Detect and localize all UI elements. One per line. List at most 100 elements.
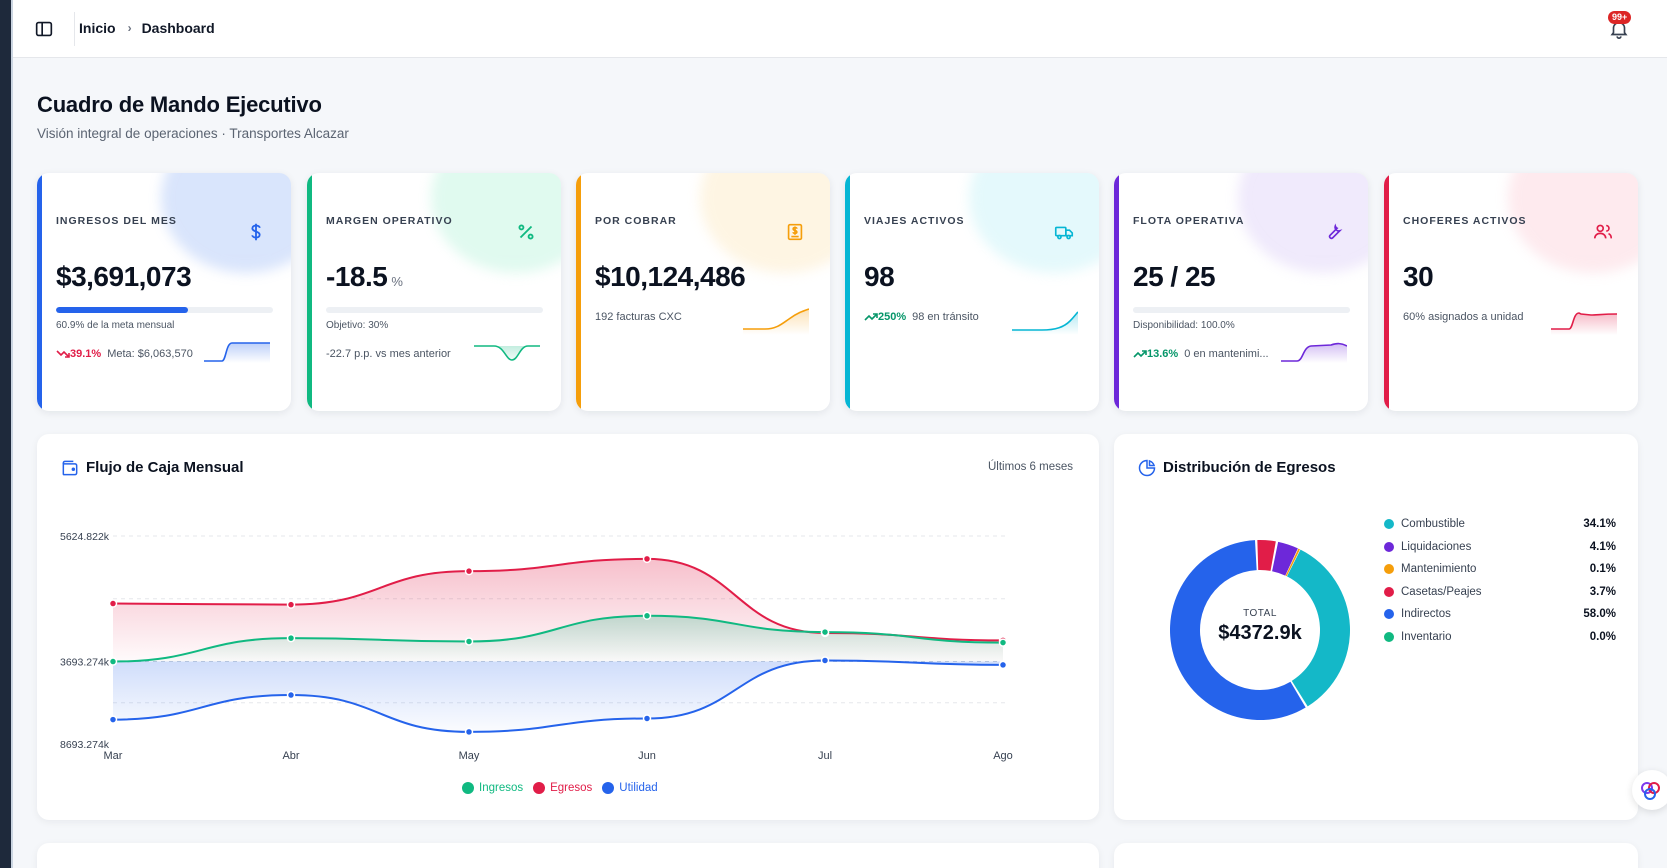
data-point[interactable] bbox=[108, 657, 118, 666]
trend-up: 250% bbox=[864, 311, 906, 323]
breadcrumb-current: Dashboard bbox=[141, 20, 215, 36]
expenses-donut-chart bbox=[1170, 540, 1350, 720]
x-tick-label: Abr bbox=[282, 750, 299, 762]
data-point[interactable] bbox=[998, 660, 1008, 670]
kpi-footer: 39.1% Meta: $6,063,570 bbox=[56, 348, 193, 360]
y-tick-label: 5624.822k bbox=[60, 531, 110, 543]
kpi-card-por-cobrar[interactable]: POR COBRAR $10,124,486 192 facturas CXC bbox=[576, 173, 830, 411]
donut-slice-casetas-peajes[interactable] bbox=[1257, 540, 1276, 571]
data-point[interactable] bbox=[464, 727, 474, 737]
x-tick-label: May bbox=[459, 750, 480, 762]
legend-percent: 0.1% bbox=[1589, 563, 1616, 575]
kpi-note: -22.7 p.p. vs mes anterior bbox=[326, 348, 451, 360]
legend-item-utilidad[interactable]: Utilidad bbox=[602, 782, 658, 794]
data-point[interactable] bbox=[642, 554, 652, 564]
data-point[interactable] bbox=[820, 627, 830, 637]
data-point[interactable] bbox=[464, 566, 474, 576]
data-point[interactable] bbox=[108, 599, 118, 608]
data-point[interactable] bbox=[108, 715, 118, 724]
kpi-value: 30 bbox=[1403, 261, 1434, 292]
expenses-legend-item[interactable]: Liquidaciones 4.1% bbox=[1384, 536, 1616, 558]
data-point[interactable] bbox=[286, 633, 296, 643]
x-tick-label: Jun bbox=[638, 750, 656, 762]
kpi-value: 98 bbox=[864, 261, 895, 292]
legend-dot bbox=[1384, 609, 1394, 619]
data-point[interactable] bbox=[286, 690, 296, 700]
kpi-note: 60% asignados a unidad bbox=[1403, 311, 1524, 323]
kpi-caption: 60.9% de la meta mensual bbox=[56, 320, 175, 331]
legend-label: Casetas/Peajes bbox=[1401, 585, 1482, 598]
data-point[interactable] bbox=[286, 600, 296, 609]
trend-down: 39.1% bbox=[56, 348, 101, 360]
kpi-card-flota[interactable]: FLOTA OPERATIVA 25 / 25 Disponibilidad: … bbox=[1114, 173, 1368, 411]
trend-up-icon bbox=[1133, 350, 1147, 358]
legend-percent: 3.7% bbox=[1589, 585, 1616, 598]
cashflow-legend: Ingresos Egresos Utilidad bbox=[462, 782, 668, 794]
wallet-icon bbox=[62, 460, 78, 476]
kpi-title: CHOFERES ACTIVOS bbox=[1403, 215, 1527, 227]
users-icon bbox=[1593, 224, 1613, 239]
kpi-progress-bar bbox=[56, 307, 273, 313]
kpi-value: 25 / 25 bbox=[1133, 261, 1216, 292]
kpi-card-ingresos[interactable]: INGRESOS DEL MES $3,691,073 60.9% de la … bbox=[37, 173, 291, 411]
data-point[interactable] bbox=[998, 638, 1008, 647]
kpi-note: Meta: $6,063,570 bbox=[107, 348, 193, 360]
invoice-icon bbox=[787, 223, 803, 241]
trend-down-icon bbox=[56, 350, 70, 358]
kpi-caption: Disponibilidad: 100.0% bbox=[1133, 320, 1235, 331]
legend-label: Liquidaciones bbox=[1401, 540, 1472, 553]
kpi-footer: 13.6% 0 en mantenimi... bbox=[1133, 348, 1269, 360]
data-point[interactable] bbox=[464, 637, 474, 646]
expenses-legend-item[interactable]: Indirectos 58.0% bbox=[1384, 603, 1616, 625]
data-point[interactable] bbox=[820, 656, 830, 665]
cashflow-chart: 5624.822k 3693.274k 8693.274k Mar Abr May Jun… bbox=[60, 531, 1013, 762]
kpi-footer: 250% 98 en tránsito bbox=[864, 311, 979, 323]
kpi-card-margen[interactable]: MARGEN OPERATIVO -18.5% Objetivo: 30% -2… bbox=[307, 173, 561, 411]
pie-chart-icon bbox=[1138, 459, 1156, 477]
kpi-value: $3,691,073 bbox=[56, 261, 192, 292]
brain-icon bbox=[1641, 782, 1660, 800]
sparkline bbox=[743, 308, 809, 335]
data-point[interactable] bbox=[642, 611, 652, 621]
assistant-button[interactable] bbox=[1632, 770, 1667, 810]
legend-label: Ingresos bbox=[479, 782, 524, 794]
expenses-panel bbox=[1114, 434, 1638, 820]
donut-slice-indirectos[interactable] bbox=[1170, 540, 1306, 720]
breadcrumb-home[interactable]: Inicio bbox=[79, 20, 116, 36]
x-tick-label: Jul bbox=[818, 750, 832, 762]
sparkline bbox=[474, 345, 540, 361]
trend-value: 39.1% bbox=[70, 348, 102, 360]
dollar-icon bbox=[251, 223, 261, 241]
expenses-legend-item[interactable]: Combustible 34.1% bbox=[1384, 513, 1616, 535]
kpi-title: MARGEN OPERATIVO bbox=[326, 215, 453, 227]
series-area-utilidad bbox=[113, 660, 1003, 732]
donut-slice-combustible[interactable] bbox=[1287, 549, 1350, 707]
kpi-card-viajes[interactable]: VIAJES ACTIVOS 98 250% 98 en tránsito bbox=[845, 173, 1099, 411]
wrench-icon bbox=[1328, 223, 1343, 240]
series-line-utilidad bbox=[112, 659, 1004, 733]
breadcrumb: Inicio › Dashboard bbox=[79, 20, 215, 36]
x-tick-label: Mar bbox=[104, 750, 123, 762]
expenses-legend-item[interactable]: Inventario 0.0% bbox=[1384, 626, 1616, 648]
expenses-title: Distribución de Egresos bbox=[1163, 459, 1336, 476]
sidebar-toggle-icon[interactable] bbox=[33, 18, 55, 40]
data-point[interactable] bbox=[642, 714, 652, 723]
kpi-value: $10,124,486 bbox=[595, 261, 746, 292]
legend-dot bbox=[1384, 541, 1394, 552]
kpi-progress-bar bbox=[1133, 307, 1350, 313]
cashflow-range: Últimos 6 meses bbox=[988, 461, 1073, 473]
legend-percent: 58.0% bbox=[1583, 608, 1616, 620]
legend-label: Mantenimiento bbox=[1401, 563, 1477, 575]
expenses-legend-item[interactable]: Casetas/Peajes 3.7% bbox=[1384, 581, 1616, 603]
lower-panel-left bbox=[37, 843, 1099, 868]
legend-label: Egresos bbox=[550, 782, 593, 794]
legend-label: Utilidad bbox=[619, 782, 658, 794]
legend-item-egresos[interactable]: Egresos bbox=[533, 782, 592, 794]
donut-slice-liquidaciones[interactable] bbox=[1272, 541, 1298, 576]
kpi-card-choferes[interactable]: CHOFERES ACTIVOS 30 60% asignados a unid… bbox=[1384, 173, 1638, 411]
expenses-legend-item[interactable]: Mantenimiento 0.1% bbox=[1384, 558, 1616, 580]
donut-slice-mantenimiento[interactable] bbox=[1285, 548, 1301, 577]
kpi-footer: 192 facturas CXC bbox=[595, 311, 682, 323]
donut-total-value: $4372.9k bbox=[1218, 622, 1302, 644]
legend-item-ingresos[interactable]: Ingresos bbox=[462, 782, 523, 794]
